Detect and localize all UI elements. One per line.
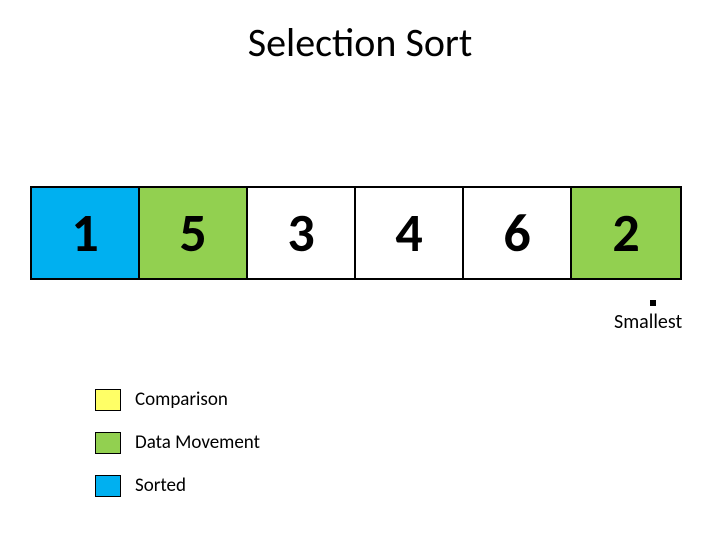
legend-item-data-movement: Data Movement [95, 431, 260, 454]
array-cell: 3 [248, 188, 356, 278]
smallest-label: Smallest [614, 310, 682, 334]
page-title: Selection Sort [0, 18, 720, 67]
array-cell: 2 [572, 188, 680, 278]
smallest-marker-dot [650, 300, 656, 306]
legend-swatch-comparison [95, 389, 121, 411]
array-cell: 5 [140, 188, 248, 278]
legend-label: Data Movement [135, 431, 260, 454]
array-cell: 4 [356, 188, 464, 278]
legend-item-sorted: Sorted [95, 474, 260, 497]
array-container: 1 5 3 4 6 2 [30, 186, 682, 280]
legend-label: Comparison [135, 388, 228, 411]
array-cell: 6 [464, 188, 572, 278]
legend-item-comparison: Comparison [95, 388, 260, 411]
legend-label: Sorted [135, 474, 186, 497]
legend: Comparison Data Movement Sorted [95, 388, 260, 517]
legend-swatch-sorted [95, 475, 121, 497]
array-cell: 1 [32, 188, 140, 278]
legend-swatch-data-movement [95, 432, 121, 454]
